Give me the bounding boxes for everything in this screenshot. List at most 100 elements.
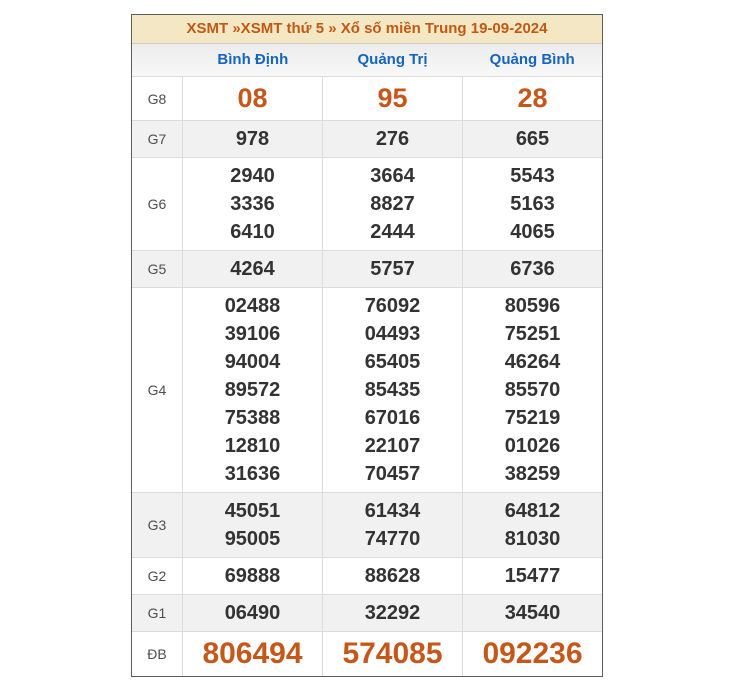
prize-number: 39106 — [224, 323, 281, 345]
prize-number: 32292 — [364, 602, 421, 624]
row-label: G5 — [132, 251, 183, 287]
prize-number: 46264 — [504, 351, 561, 373]
title-bar: XSMT »XSMT thứ 5 » Xổ số miền Trung 19-0… — [132, 15, 602, 44]
prize-number: 85570 — [504, 379, 561, 401]
column-header-spacer — [132, 44, 183, 76]
row-label: G3 — [132, 493, 183, 557]
prize-number: 08 — [237, 83, 268, 113]
prize-number: 65405 — [364, 351, 421, 373]
prize-cell: 28 — [463, 77, 602, 120]
prize-cell: 45051 95005 — [183, 493, 323, 557]
prize-number: 4264 — [230, 258, 275, 280]
prize-row-g3: G3 45051 95005 61434 74770 64812 81030 — [132, 492, 602, 557]
row-label: G4 — [132, 288, 183, 492]
prize-number: 95 — [377, 83, 408, 113]
prize-cell: 64812 81030 — [463, 493, 602, 557]
prize-row-g8: G8 08 95 28 — [132, 77, 602, 120]
title-date-text: » Xổ số miền Trung 19-09-2024 — [328, 20, 548, 37]
prize-number: 4065 — [510, 221, 555, 243]
prize-number: 38259 — [504, 463, 561, 485]
prize-number: 34540 — [504, 602, 561, 624]
prize-cell: 80596 75251 46264 85570 75219 01026 3825… — [463, 288, 602, 492]
prize-number: 76092 — [364, 295, 421, 317]
prize-cell: 3664 8827 2444 — [323, 158, 463, 250]
prize-cell: 02488 39106 94004 89572 75388 12810 3163… — [183, 288, 323, 492]
prize-cell: 61434 74770 — [323, 493, 463, 557]
prize-number: 5757 — [370, 258, 415, 280]
prize-cell: 15477 — [463, 558, 602, 594]
prize-row-db: ĐB 806494 574085 092236 — [132, 631, 602, 676]
prize-cell: 574085 — [323, 632, 463, 676]
prize-cell: 4264 — [183, 251, 323, 287]
prize-number: 6736 — [510, 258, 555, 280]
prize-row-g6: G6 2940 3336 6410 3664 8827 2444 5543 51… — [132, 157, 602, 250]
prize-number: 75251 — [504, 323, 561, 345]
prize-cell: 5757 — [323, 251, 463, 287]
prize-cell: 34540 — [463, 595, 602, 631]
prize-number: 2444 — [370, 221, 415, 243]
prize-cell: 5543 5163 4065 — [463, 158, 602, 250]
prize-cell: 88628 — [323, 558, 463, 594]
title-link-xsmt[interactable]: XSMT — [186, 20, 229, 37]
prize-cell: 276 — [323, 121, 463, 157]
prize-number: 88628 — [364, 565, 421, 587]
column-header-binh-dinh[interactable]: Bình Định — [217, 51, 289, 68]
prize-number: 81030 — [504, 528, 561, 550]
prize-number: 978 — [235, 128, 270, 150]
prize-number: 574085 — [342, 637, 443, 670]
prize-cell: 76092 04493 65405 85435 67016 22107 7045… — [323, 288, 463, 492]
prize-number: 80596 — [504, 295, 561, 317]
prize-number: 276 — [375, 128, 410, 150]
prize-number: 45051 — [224, 500, 281, 522]
prize-number: 01026 — [504, 435, 561, 457]
title-link-xsmt-thu5[interactable]: »XSMT thứ 5 — [232, 20, 325, 37]
lottery-results-table: XSMT »XSMT thứ 5 » Xổ số miền Trung 19-0… — [131, 14, 603, 677]
prize-cell: 2940 3336 6410 — [183, 158, 323, 250]
prize-number: 85435 — [364, 379, 421, 401]
prize-cell: 665 — [463, 121, 602, 157]
prize-number: 64812 — [504, 500, 561, 522]
prize-cell: 6736 — [463, 251, 602, 287]
prize-row-g5: G5 4264 5757 6736 — [132, 250, 602, 287]
prize-number: 04493 — [364, 323, 421, 345]
prize-number: 31636 — [224, 463, 281, 485]
column-header-quang-binh[interactable]: Quảng Bình — [489, 51, 575, 68]
prize-number: 8827 — [370, 193, 415, 215]
prize-number: 2940 — [230, 165, 275, 187]
row-label: G7 — [132, 121, 183, 157]
prize-number: 15477 — [504, 565, 561, 587]
prize-cell: 69888 — [183, 558, 323, 594]
prize-cell: 95 — [323, 77, 463, 120]
prize-cell: 08 — [183, 77, 323, 120]
row-label: G2 — [132, 558, 183, 594]
prize-row-g1: G1 06490 32292 34540 — [132, 594, 602, 631]
prize-number: 02488 — [224, 295, 281, 317]
prize-number: 6410 — [230, 221, 275, 243]
prize-number: 3664 — [370, 165, 415, 187]
prize-number: 806494 — [202, 637, 303, 670]
prize-cell: 092236 — [463, 632, 602, 676]
prize-number: 12810 — [224, 435, 281, 457]
prize-number: 22107 — [364, 435, 421, 457]
prize-cell: 978 — [183, 121, 323, 157]
prize-number: 89572 — [224, 379, 281, 401]
prize-number: 70457 — [364, 463, 421, 485]
prize-number: 94004 — [224, 351, 281, 373]
row-label: G6 — [132, 158, 183, 250]
prize-number: 69888 — [224, 565, 281, 587]
prize-number: 75388 — [224, 407, 281, 429]
row-label: ĐB — [132, 632, 183, 676]
prize-row-g7: G7 978 276 665 — [132, 120, 602, 157]
prize-number: 74770 — [364, 528, 421, 550]
prize-row-g4: G4 02488 39106 94004 89572 75388 12810 3… — [132, 287, 602, 492]
prize-cell: 32292 — [323, 595, 463, 631]
prize-number: 665 — [515, 128, 550, 150]
prize-number: 67016 — [364, 407, 421, 429]
column-header-quang-tri[interactable]: Quảng Trị — [357, 51, 428, 68]
prize-number: 61434 — [364, 500, 421, 522]
prize-row-g2: G2 69888 88628 15477 — [132, 557, 602, 594]
row-label: G8 — [132, 77, 183, 120]
prize-number: 5163 — [510, 193, 555, 215]
prize-number: 28 — [517, 83, 548, 113]
prize-number: 75219 — [504, 407, 561, 429]
